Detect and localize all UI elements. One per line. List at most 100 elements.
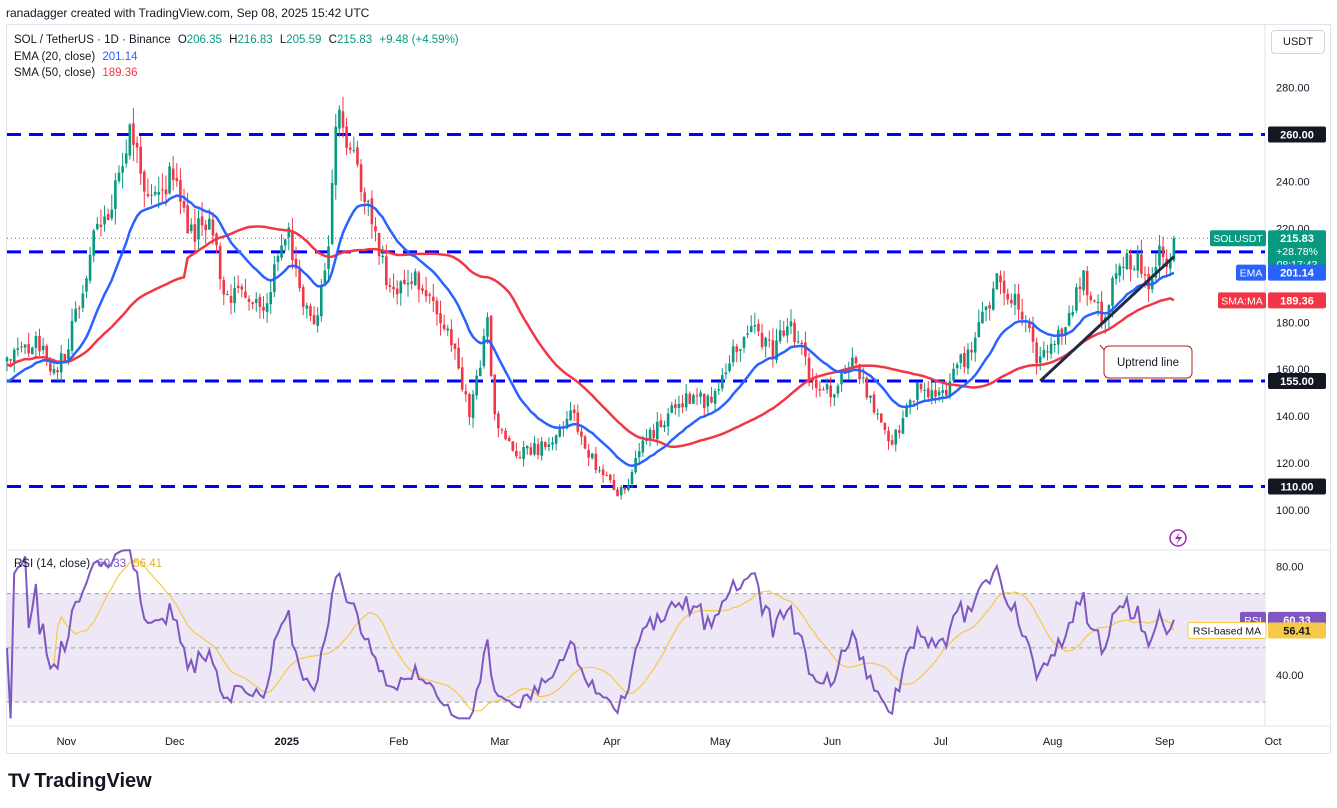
candle (413, 268, 417, 286)
candle (142, 169, 146, 208)
candle (1071, 305, 1075, 318)
candle (677, 395, 681, 417)
candle-body (417, 272, 421, 290)
candle (659, 413, 663, 428)
candle-body (988, 305, 991, 309)
candle (1038, 346, 1042, 371)
candle (854, 355, 858, 368)
candle-body (189, 224, 193, 232)
candle (287, 222, 291, 251)
uptrend-line (1039, 255, 1175, 383)
candle (963, 346, 966, 374)
candle-body (276, 256, 280, 263)
candle (540, 436, 543, 461)
low-label: L (279, 34, 287, 46)
candle-body (446, 328, 450, 331)
candle-body (338, 109, 341, 129)
candle (356, 140, 359, 168)
currency-button[interactable]: USDT (1271, 30, 1325, 54)
candle (323, 262, 327, 287)
candle-body (413, 271, 417, 285)
candle (381, 245, 385, 264)
candle-body (778, 330, 782, 342)
candle-body (1089, 295, 1093, 301)
candle-body (764, 337, 767, 347)
candle-body (175, 177, 179, 182)
candle (168, 162, 171, 195)
candle (464, 384, 468, 402)
candle-body (905, 405, 908, 417)
candle-body (688, 393, 692, 405)
candle-body (457, 347, 460, 369)
candle-body (381, 255, 385, 258)
tradingview-brand: TradingView (34, 770, 152, 792)
candle (721, 368, 724, 392)
candle (793, 318, 796, 347)
candle (1035, 337, 1038, 375)
candle-body (374, 226, 377, 232)
candle (684, 384, 688, 412)
candle (338, 105, 341, 137)
candle (1129, 249, 1132, 282)
candle (746, 325, 749, 339)
candle (991, 281, 995, 311)
candle (688, 391, 692, 405)
candle (45, 343, 49, 366)
candle-body (959, 354, 963, 363)
candle-body (182, 201, 186, 208)
last-price-change: +28.78% (1276, 246, 1318, 258)
candles-layer (5, 96, 1176, 500)
candle-body (670, 405, 674, 413)
candle-body (1020, 311, 1024, 320)
candle (135, 136, 139, 164)
candle-body (652, 430, 655, 438)
symbol-title[interactable]: SOL / TetherUS · 1D · Binance (14, 34, 171, 46)
candle-body (594, 453, 598, 470)
candle (1006, 288, 1010, 305)
candle (1013, 284, 1017, 316)
candle-body (92, 230, 96, 256)
candle-body (1132, 268, 1136, 270)
candle-body (56, 370, 59, 373)
candle-body (814, 379, 818, 389)
candle (525, 445, 529, 455)
candle (760, 323, 764, 350)
candle-body (88, 254, 92, 281)
candle (670, 401, 674, 414)
candle (392, 273, 395, 298)
candle-body (366, 200, 370, 203)
candle-body (1075, 287, 1078, 311)
candle-body (27, 343, 30, 354)
candle-body (861, 377, 865, 379)
candle-body (916, 382, 919, 400)
candle-body (695, 395, 699, 397)
ema-legend-label: EMA (20, close) (14, 50, 96, 63)
candle-body (919, 383, 923, 390)
candle-body (486, 317, 489, 337)
rsi-ma-line (6, 556, 1175, 719)
candle-body (500, 429, 504, 431)
candle (482, 328, 486, 369)
candle-body (1010, 299, 1013, 304)
candle (724, 363, 728, 380)
candle (1049, 336, 1053, 359)
candle (1053, 340, 1056, 353)
candle-body (529, 447, 533, 455)
candle (984, 306, 988, 322)
candle (771, 328, 775, 368)
candle-body (330, 183, 334, 245)
price-tick-label: 240.00 (1276, 176, 1310, 188)
candle (898, 424, 901, 439)
rsi-layer (6, 549, 1175, 720)
candle (648, 427, 652, 447)
candle (1122, 256, 1125, 281)
candle (1042, 341, 1046, 359)
candle-body (1060, 328, 1064, 337)
candle-body (901, 418, 905, 434)
candle (146, 178, 150, 198)
time-tick-label: Feb (389, 736, 408, 748)
candle-body (399, 281, 403, 294)
candle (74, 301, 77, 323)
candle-body (114, 180, 117, 209)
